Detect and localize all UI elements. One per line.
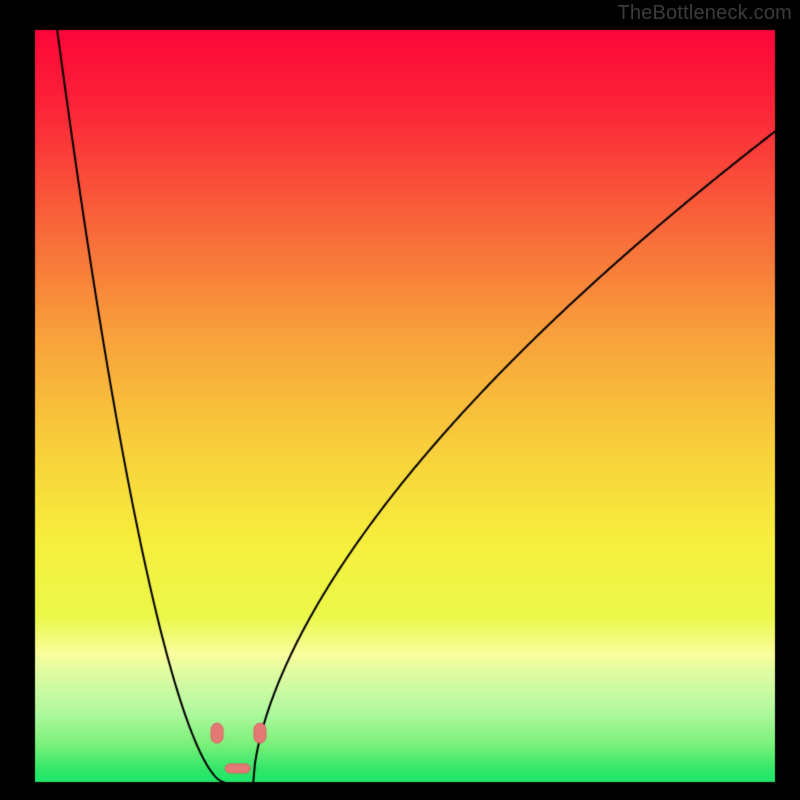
watermark-text: TheBottleneck.com (617, 2, 792, 25)
bottleneck-curve-chart (0, 0, 800, 800)
chart-container: TheBottleneck.com (0, 0, 800, 800)
